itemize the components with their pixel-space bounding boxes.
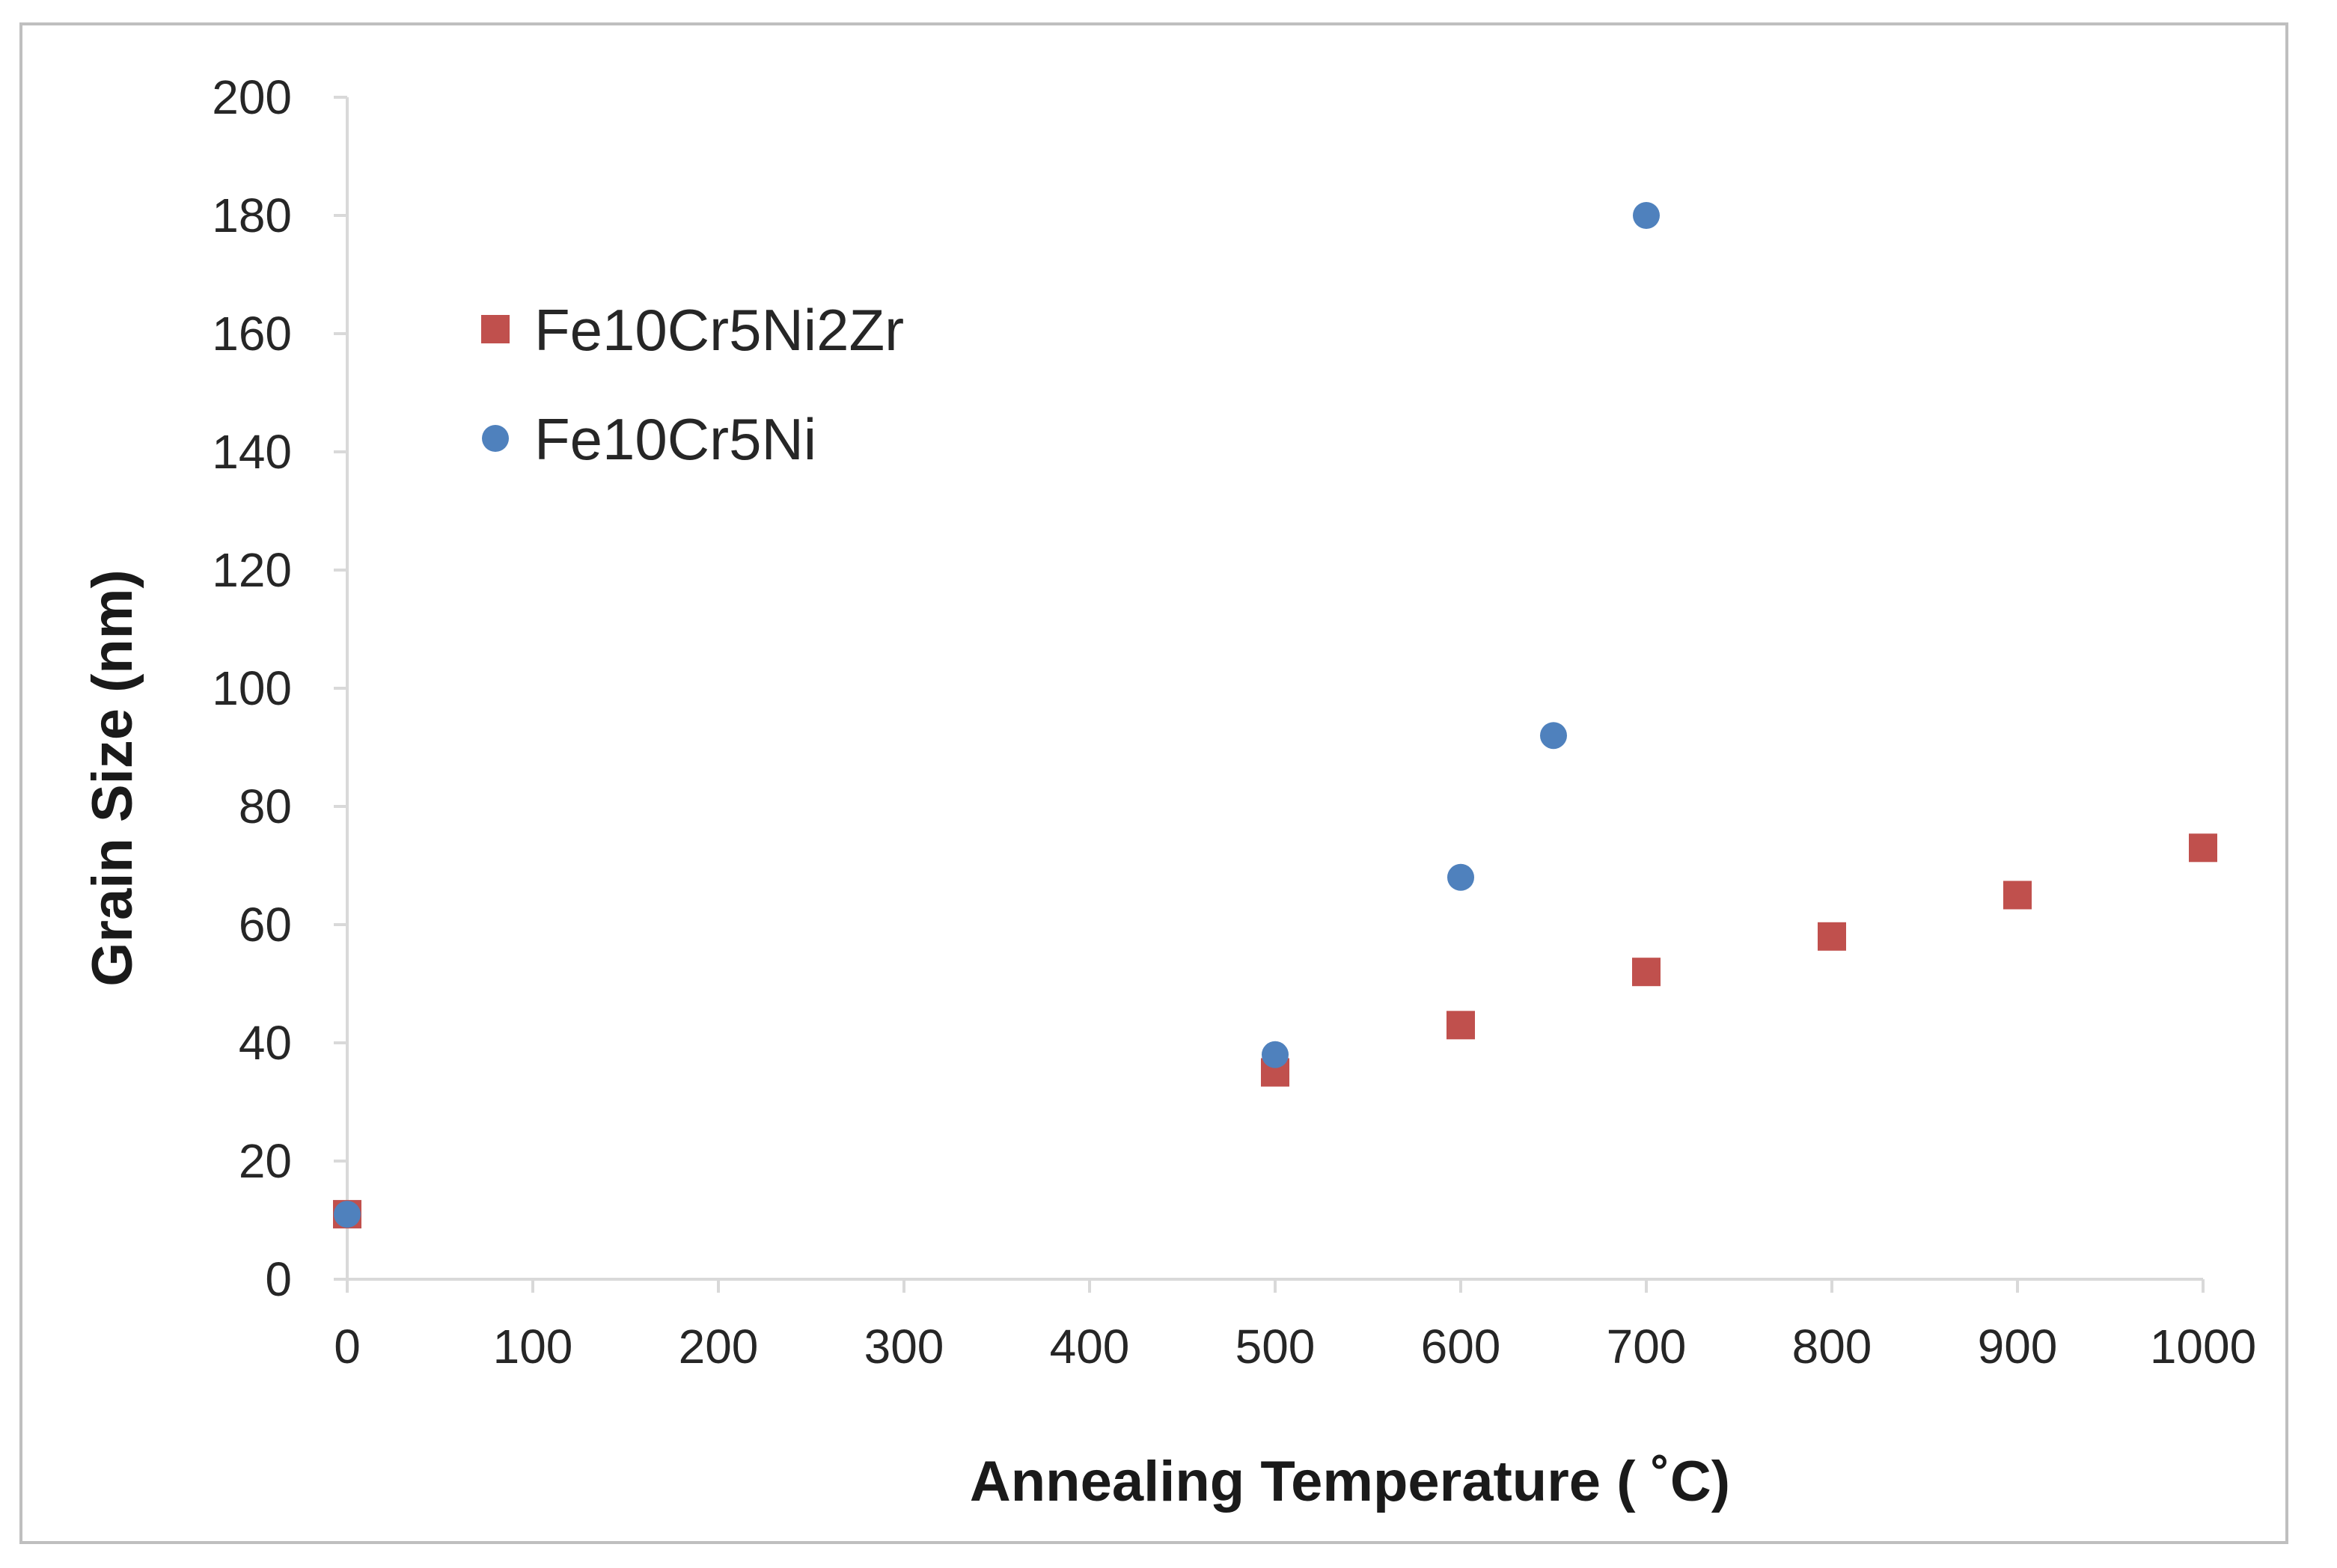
y-tick-label: 20: [239, 1134, 292, 1188]
series-circles: [334, 202, 1660, 1228]
series-squares: [333, 833, 2217, 1229]
x-axis: 0 100 200 300 400 500 600 700 800 900 1000: [334, 1278, 2256, 1373]
y-axis: 0 20 40 60 80 100 120 140 160 180 200: [212, 70, 349, 1306]
y-tick-label: 40: [239, 1016, 292, 1070]
legend-label: Fe10Cr5Ni2Zr: [534, 297, 904, 363]
x-tick-label: 400: [1050, 1320, 1130, 1373]
y-tick-label: 100: [212, 661, 292, 715]
square-point: [1447, 1011, 1475, 1040]
x-tick-label: 100: [493, 1320, 573, 1373]
y-tick-label: 180: [212, 189, 292, 242]
circle-point: [1447, 863, 1474, 891]
y-tick-label: 60: [239, 898, 292, 952]
legend-label: Fe10Cr5Ni: [534, 406, 816, 472]
circle-point: [1540, 722, 1567, 750]
circle-point: [1633, 202, 1660, 229]
y-tick-label: 140: [212, 425, 292, 479]
legend-square-swatch: [481, 315, 510, 343]
square-point: [2003, 881, 2032, 910]
legend: Fe10Cr5Ni2Zr Fe10Cr5Ni: [481, 297, 904, 472]
legend-item: Fe10Cr5Ni2Zr: [481, 297, 904, 363]
legend-circle-swatch: [482, 425, 509, 452]
x-tick-label: 500: [1235, 1320, 1316, 1373]
y-tick-label: 0: [265, 1252, 292, 1306]
circle-point: [334, 1201, 361, 1228]
y-tick-label: 80: [239, 780, 292, 833]
y-axis-title: Grain Size (nm): [81, 569, 144, 986]
x-axis-title: Annealing Temperature ( ˚C): [970, 1450, 1730, 1513]
x-tick-label: 1000: [2150, 1320, 2256, 1373]
square-point: [2189, 833, 2217, 863]
square-point: [1632, 958, 1661, 987]
x-tick-label: 0: [334, 1320, 361, 1373]
y-tick-label: 200: [212, 70, 292, 124]
legend-item: Fe10Cr5Ni: [482, 406, 816, 472]
chart-frame: [19, 22, 2288, 1544]
y-tick-label: 160: [212, 307, 292, 361]
data-points: [333, 202, 2217, 1229]
y-tick-label: 120: [212, 543, 292, 597]
square-point: [1818, 922, 1846, 951]
circle-point: [1262, 1041, 1289, 1068]
x-tick-label: 600: [1421, 1320, 1501, 1373]
x-tick-label: 900: [1978, 1320, 2058, 1373]
x-tick-label: 300: [864, 1320, 944, 1373]
x-tick-label: 700: [1607, 1320, 1687, 1373]
x-tick-label: 800: [1792, 1320, 1872, 1373]
x-tick-label: 200: [679, 1320, 759, 1373]
